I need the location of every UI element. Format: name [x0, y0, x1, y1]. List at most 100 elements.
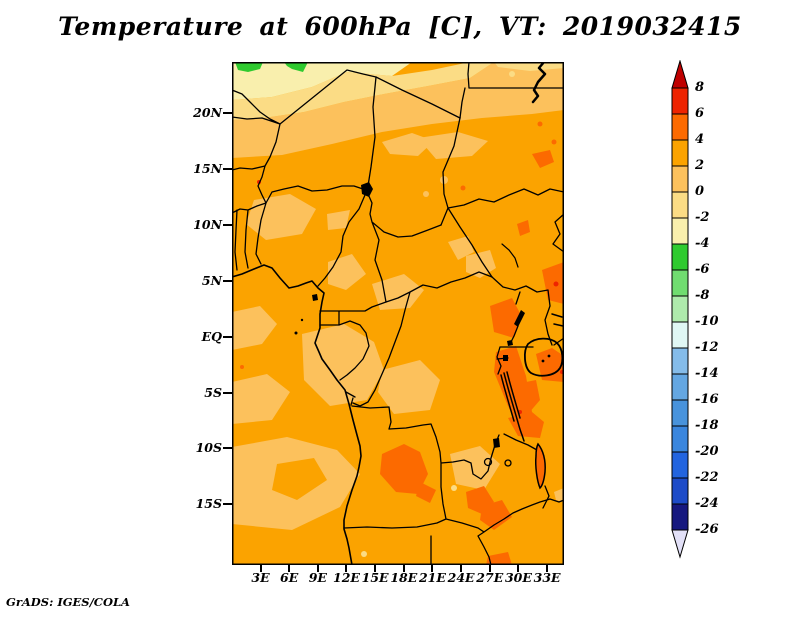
lon-tick [546, 565, 549, 572]
colorbar-arrow [671, 529, 689, 559]
lon-tick-label: 33E [533, 570, 561, 585]
colorbar-arrow [671, 60, 689, 89]
nile-river [531, 62, 547, 104]
border-sudan-car [440, 117, 564, 278]
lon-tick [460, 565, 463, 572]
border-west-africa [232, 123, 364, 271]
lake-kivu [503, 355, 508, 361]
colorbar-tick-label: -10 [695, 314, 719, 329]
colorbar-tick-label: -20 [695, 444, 719, 459]
colorbar-tick-label: -12 [695, 340, 719, 355]
lon-tick-label: 6E [280, 570, 299, 585]
border-niger-chad-cameroon [317, 76, 442, 303]
colorbar-box [671, 113, 689, 141]
colorbar-box [671, 425, 689, 453]
lon-tick [288, 565, 291, 572]
lakes-and-rivers [294, 62, 564, 490]
lat-tick-label: 10N [193, 216, 222, 232]
lake-edward [507, 340, 513, 346]
lon-tick-label: 24E [447, 570, 475, 585]
colorbar-tick-label: -24 [695, 496, 719, 511]
lat-tick [223, 223, 233, 226]
attribution: GrADS: IGES/COLA [6, 595, 130, 609]
cold-patch [284, 62, 308, 72]
colorbar-tick-label: 2 [695, 158, 705, 173]
white-nile [501, 243, 519, 268]
lake-tanganyika [500, 371, 525, 442]
colorbar-box [671, 373, 689, 401]
colorbar-box [671, 243, 689, 271]
lake-albert [514, 310, 525, 327]
colorbar-tick-label: 6 [695, 106, 705, 121]
lat-tick-label: 20N [193, 104, 222, 120]
lat-tick [223, 447, 233, 450]
sao-tome-island [294, 331, 298, 335]
lat-tick-label: 10S [195, 440, 222, 456]
lon-tick-label: 3E [251, 570, 270, 585]
colorbar-box [671, 191, 689, 219]
bioko-island [312, 294, 318, 301]
lat-tick [223, 167, 233, 170]
border-northwest [232, 69, 461, 125]
lat-tick-label: 15N [193, 160, 222, 176]
colorbar-box [671, 347, 689, 375]
lon-tick-label: 18E [390, 570, 418, 585]
colorbar-box [671, 165, 689, 193]
lon-tick-label: 9E [308, 570, 327, 585]
lake-mweru [493, 438, 500, 448]
plot-title: Temperature at 600hPa [C], VT: 201903241… [58, 12, 742, 41]
temperature-map [232, 62, 564, 565]
lat-tick [223, 391, 233, 394]
colorbar [671, 60, 689, 559]
lat-tick-label: 15S [195, 496, 222, 512]
colorbar-tick-label: -2 [695, 210, 710, 225]
colorbar-tick-label: -14 [695, 366, 719, 381]
lat-tick [223, 335, 233, 338]
border-east-africa [491, 213, 564, 375]
lat-tick-label: 5N [201, 272, 222, 288]
colorbar-box [671, 477, 689, 505]
colorbar-tick-label: 8 [695, 80, 705, 95]
temperature-fill-layer [232, 62, 564, 565]
lon-tick [517, 565, 520, 572]
lat-tick [223, 111, 233, 114]
lat-tick [223, 503, 233, 506]
lon-tick-label: 30E [504, 570, 532, 585]
lat-tick [223, 279, 233, 282]
cold-patch [235, 62, 263, 72]
lon-tick [431, 565, 434, 572]
colorbar-box [671, 321, 689, 349]
colorbar-box [671, 87, 689, 115]
lon-tick-label: 27E [476, 570, 504, 585]
lake-chad [361, 182, 373, 197]
colorbar-tick-label: -18 [695, 418, 719, 433]
lon-tick [402, 565, 405, 572]
lon-tick [488, 565, 491, 572]
lon-tick [345, 565, 348, 572]
colorbar-box [671, 217, 689, 245]
colorbar-box [671, 139, 689, 167]
colorbar-tick-label: -4 [695, 236, 710, 251]
colorbar-box [671, 503, 689, 531]
colorbar-box [671, 295, 689, 323]
lon-tick [374, 565, 377, 572]
colorbar-tick-label: -16 [695, 392, 719, 407]
lon-tick-label: 21E [418, 570, 446, 585]
map-frame [232, 62, 564, 565]
lat-tick-label: 5S [204, 384, 222, 400]
principe-island [300, 318, 304, 322]
lake-malawi [535, 442, 546, 490]
border-central-africa [319, 271, 493, 407]
lake-victoria [524, 337, 564, 377]
coastline [232, 264, 362, 565]
colorbar-box [671, 399, 689, 427]
colorbar-box [671, 269, 689, 297]
lon-tick-label: 15E [361, 570, 389, 585]
colorbar-tick-label: -8 [695, 288, 710, 303]
border-angola-zambia [343, 405, 564, 565]
colorbar-tick-label: 0 [695, 184, 705, 199]
country-borders [232, 62, 564, 565]
colorbar-tick-label: -6 [695, 262, 710, 277]
border-egypt-libya-sudan [459, 62, 564, 119]
